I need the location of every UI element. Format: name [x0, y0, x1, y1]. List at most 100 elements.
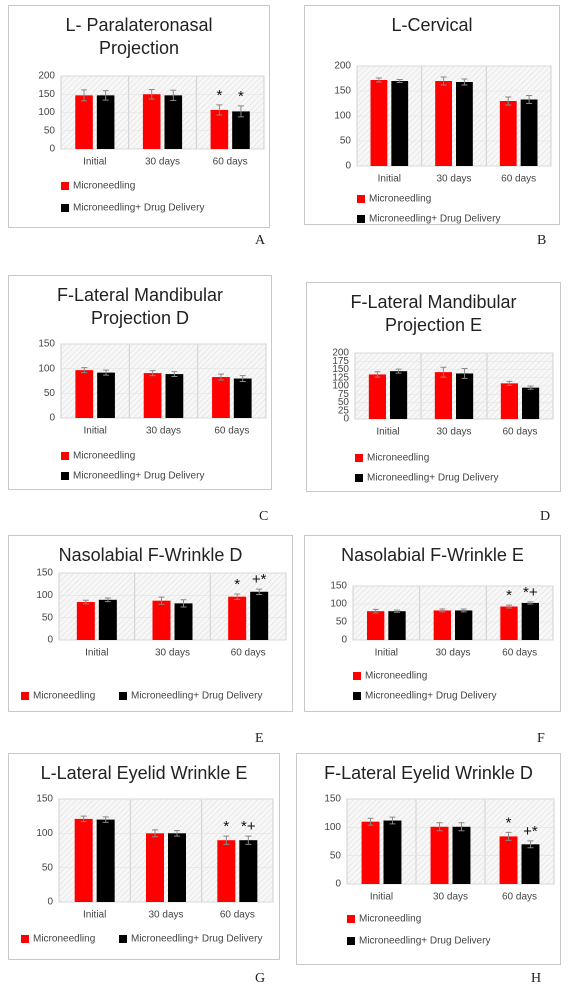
- panel-letter: F: [537, 731, 545, 746]
- error-bar: [436, 822, 443, 832]
- chart-panel: Nasolabial F-Wrinkle D 0 50 100 150 Initial 30…: [8, 535, 293, 712]
- y-tick-label: 100: [36, 590, 53, 601]
- error-bar: [394, 609, 400, 613]
- bar: [96, 819, 115, 902]
- chart-title: F-Lateral Mandibular Projection E: [350, 292, 517, 335]
- bar: [500, 383, 518, 419]
- plot-area: [58, 798, 274, 903]
- legend-label: Microneedling+ Drug Delivery: [73, 471, 204, 482]
- x-tick-label: 30 days: [146, 426, 181, 437]
- chart-panel: L-Lateral Eyelid Wrinkle E 0 50 100 150 Initi…: [8, 753, 280, 960]
- error-bar: [505, 831, 512, 841]
- error-bar: [102, 90, 109, 101]
- x-tick-label: 30 days: [435, 648, 470, 659]
- error-bar: [80, 815, 87, 823]
- legend-label: Microneedling: [73, 181, 135, 192]
- y-tick-label: 150: [330, 581, 347, 592]
- legend-label: Microneedling+ Drug Delivery: [369, 214, 500, 225]
- y-tick-label: 200: [38, 71, 55, 82]
- x-tick-label: Initial: [83, 910, 106, 921]
- legend-label: Microneedling+ Drug Delivery: [365, 691, 496, 702]
- x-tick-label: Initial: [85, 648, 108, 659]
- y-tick-label: 50: [330, 850, 342, 861]
- significance-label: *+: [241, 818, 256, 835]
- error-bar: [81, 367, 88, 374]
- plot-area: [60, 343, 267, 419]
- bar: [239, 840, 258, 902]
- legend-label: Microneedling+ Drug Delivery: [131, 691, 262, 702]
- bar: [217, 840, 236, 902]
- legend-label: Microneedling+ Drug Delivery: [131, 934, 262, 945]
- y-tick-label: 0: [47, 635, 53, 646]
- legend-swatch: [353, 692, 361, 700]
- error-bar: [81, 89, 88, 102]
- chart-title: F-Lateral Mandibular Projection D: [56, 285, 224, 328]
- significance-label: *: [216, 87, 222, 104]
- bar: [499, 836, 518, 884]
- legend-label: Microneedling+ Drug Delivery: [73, 203, 204, 214]
- error-bar: [102, 816, 109, 823]
- legend-label: Microneedling: [365, 671, 427, 682]
- chart-panel: L- Paralateronasal Projection 0 50 100 150 20…: [8, 5, 270, 228]
- bar: [390, 371, 408, 419]
- error-bar: [217, 373, 224, 381]
- bar: [75, 370, 94, 418]
- x-tick-label: 60 days: [231, 648, 266, 659]
- y-tick-label: 125: [332, 372, 349, 383]
- chart-title: L-Cervical: [391, 15, 473, 35]
- bar: [152, 600, 171, 640]
- chart-panel: F-Lateral Mandibular Projection D 0 50 100 1…: [8, 275, 272, 490]
- x-tick-label: 60 days: [213, 157, 248, 168]
- legend-swatch: [347, 915, 355, 923]
- legend-swatch: [61, 452, 69, 460]
- error-bar: [237, 105, 244, 118]
- legend-label: Microneedling+ Drug Delivery: [359, 936, 490, 947]
- chart-panel: Nasolabial F-Wrinkle E 0 50 100 150 Initial 30…: [304, 535, 561, 712]
- significance-label: +*: [252, 571, 267, 588]
- error-bar: [174, 830, 180, 837]
- legend-label: Microneedling: [73, 451, 135, 462]
- panel-letter: G: [255, 971, 266, 986]
- bar: [232, 111, 250, 149]
- error-bar: [526, 95, 533, 104]
- bar: [75, 95, 93, 149]
- bar: [500, 606, 518, 640]
- error-bar: [367, 817, 374, 826]
- panel-letter: E: [255, 731, 264, 746]
- y-tick-label: 100: [330, 599, 347, 610]
- y-tick-label: 75: [338, 389, 350, 400]
- chart-title: L-Lateral Eyelid Wrinkle E: [40, 763, 248, 783]
- legend-label: Microneedling: [33, 934, 95, 945]
- chart-title: L- Paralateronasal Projection: [65, 15, 213, 58]
- chart-panel: F-Lateral Eyelid Wrinkle D 0 50 100 150 Initi…: [296, 753, 561, 965]
- bar: [76, 602, 95, 640]
- bar: [430, 826, 449, 884]
- significance-label: *: [238, 88, 244, 105]
- bar: [455, 610, 473, 640]
- bar: [174, 603, 193, 640]
- chart: 0 50 100 150 Initial 30 days 60 days * *+ Microne…: [21, 794, 274, 945]
- panel-letter: B: [537, 233, 547, 248]
- y-tick-label: 100: [36, 828, 53, 839]
- panel-letter: A: [255, 233, 266, 248]
- chart-panel: L-Cervical 0 50 100 150 200 Initial 30 days 60 d…: [304, 5, 560, 225]
- plot-area: [346, 798, 555, 885]
- x-tick-label: 60 days: [214, 426, 249, 437]
- error-bar: [148, 89, 155, 100]
- error-bar: [256, 588, 263, 595]
- legend-swatch: [119, 935, 127, 943]
- y-tick-label: 25: [338, 405, 350, 416]
- bar: [74, 818, 93, 902]
- bar: [165, 374, 184, 418]
- y-tick-label: 100: [324, 822, 341, 833]
- y-tick-label: 50: [44, 125, 56, 136]
- significance-label: *: [506, 814, 512, 831]
- y-tick-label: 50: [42, 612, 54, 623]
- bar: [142, 94, 161, 149]
- significance-label: *+: [523, 584, 538, 601]
- y-tick-label: 0: [341, 635, 347, 646]
- error-bar: [395, 368, 402, 374]
- error-bar: [171, 371, 178, 378]
- y-tick-label: 0: [49, 413, 55, 424]
- bar: [388, 611, 406, 640]
